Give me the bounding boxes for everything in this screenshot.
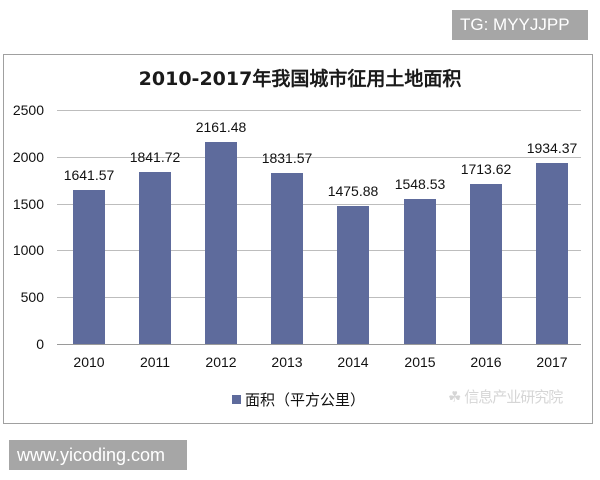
legend-swatch <box>232 395 241 404</box>
y-tick-label: 1000 <box>12 242 44 258</box>
bar-2012 <box>205 142 237 344</box>
legend-label: 面积（平方公里） <box>245 391 366 409</box>
data-label: 1841.72 <box>129 149 181 165</box>
x-tick-label: 2014 <box>337 354 369 370</box>
y-tick-label: 1500 <box>12 196 44 212</box>
bar-2014 <box>337 206 369 344</box>
data-label: 1713.62 <box>460 161 512 177</box>
bar-2011 <box>139 172 171 344</box>
gridline <box>57 110 581 111</box>
bar-2010 <box>73 190 105 344</box>
data-label: 1831.57 <box>261 150 313 166</box>
legend: 面积（平方公里） <box>232 389 365 410</box>
x-tick-label: 2012 <box>205 354 237 370</box>
watermark-tag-top: TG: MYYJJPP <box>452 10 588 40</box>
y-tick-label: 2000 <box>12 149 44 165</box>
y-tick-label: 0 <box>36 336 44 352</box>
x-tick-label: 2013 <box>271 354 303 370</box>
y-tick-label: 2500 <box>12 102 44 118</box>
bar-2017 <box>536 163 568 344</box>
x-tick-label: 2010 <box>73 354 105 370</box>
gridline <box>57 250 581 251</box>
data-label: 1548.53 <box>394 176 446 192</box>
x-tick-label: 2017 <box>536 354 568 370</box>
watermark-tag-bottom: www.yicoding.com <box>9 440 187 470</box>
data-label: 1641.57 <box>63 167 115 183</box>
bar-2013 <box>271 173 303 344</box>
gridline <box>57 157 581 158</box>
chart-title: 2010-2017年我国城市征用土地面积 <box>138 68 462 90</box>
bar-2015 <box>404 199 436 344</box>
wechat-watermark: ☘ 信息产业研究院 <box>448 388 563 406</box>
data-label: 2161.48 <box>195 119 247 135</box>
x-tick-label: 2011 <box>139 354 171 370</box>
gridline <box>57 204 581 205</box>
gridline <box>57 297 581 298</box>
data-label: 1475.88 <box>327 183 379 199</box>
bar-2016 <box>470 184 502 344</box>
x-tick-label: 2015 <box>404 354 436 370</box>
y-tick-label: 500 <box>20 289 44 305</box>
data-label: 1934.37 <box>526 140 578 156</box>
x-axis-line <box>57 344 581 345</box>
x-tick-label: 2016 <box>470 354 502 370</box>
